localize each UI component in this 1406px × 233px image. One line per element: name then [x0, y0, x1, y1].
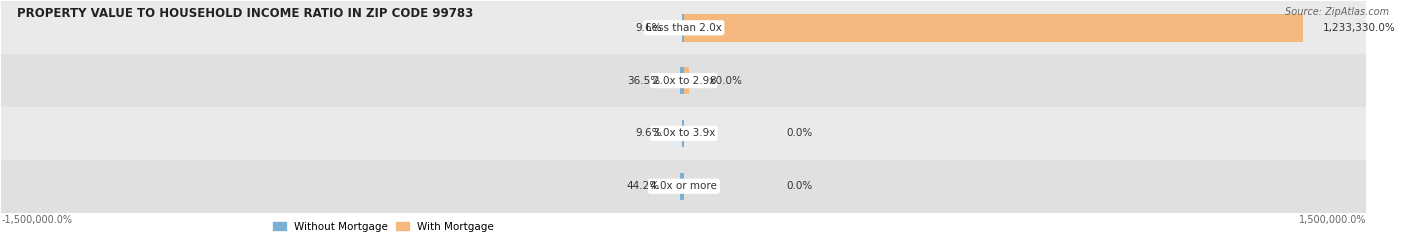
Text: PROPERTY VALUE TO HOUSEHOLD INCOME RATIO IN ZIP CODE 99783: PROPERTY VALUE TO HOUSEHOLD INCOME RATIO… [17, 7, 474, 20]
Text: 9.6%: 9.6% [636, 23, 662, 33]
Bar [683, 14, 1303, 41]
Text: 4.0x or more: 4.0x or more [651, 181, 717, 191]
Text: 1,233,330.0%: 1,233,330.0% [1323, 23, 1396, 33]
Bar [1, 1, 1367, 54]
Text: -1,500,000.0%: -1,500,000.0% [1, 215, 72, 225]
Text: 0.0%: 0.0% [786, 128, 813, 138]
Text: 36.5%: 36.5% [627, 76, 659, 86]
Bar [681, 67, 683, 94]
Text: 80.0%: 80.0% [709, 76, 742, 86]
Bar [682, 14, 683, 41]
Bar [1, 107, 1367, 160]
Text: Source: ZipAtlas.com: Source: ZipAtlas.com [1285, 7, 1389, 17]
Text: Less than 2.0x: Less than 2.0x [645, 23, 721, 33]
Bar [682, 120, 683, 147]
Bar [1, 160, 1367, 213]
Text: 0.0%: 0.0% [786, 181, 813, 191]
Text: 2.0x to 2.9x: 2.0x to 2.9x [652, 76, 716, 86]
Bar [1, 54, 1367, 107]
Legend: Without Mortgage, With Mortgage: Without Mortgage, With Mortgage [269, 217, 498, 233]
Text: 9.6%: 9.6% [636, 128, 662, 138]
Bar [681, 172, 683, 200]
Text: 1,500,000.0%: 1,500,000.0% [1299, 215, 1367, 225]
Text: 44.2%: 44.2% [627, 181, 659, 191]
Bar [683, 67, 689, 94]
Text: 3.0x to 3.9x: 3.0x to 3.9x [652, 128, 716, 138]
